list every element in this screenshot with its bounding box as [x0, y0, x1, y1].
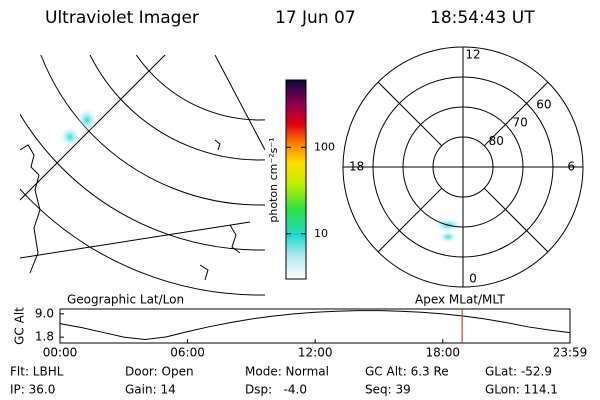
- x-tick-label: 18:00: [425, 346, 460, 360]
- coastline: [199, 139, 241, 281]
- lat-line: [135, 55, 265, 121]
- lat-line: [40, 55, 265, 206]
- lon-line: [214, 55, 265, 151]
- status-field: Gain: 14: [125, 383, 176, 397]
- x-tick-label: 23:59: [553, 346, 588, 360]
- status-field: Mode: Normal: [245, 365, 329, 379]
- ring-label: 70: [512, 116, 527, 130]
- status-field: GC Alt: 6.3 Re: [365, 365, 449, 379]
- x-tick-label: 12:00: [298, 346, 333, 360]
- lat-ring: [432, 136, 494, 198]
- colorbar-label: photon cm⁻²s⁻¹: [267, 137, 280, 222]
- y-tick-label: 9.0: [35, 306, 54, 320]
- axis-line: [377, 81, 443, 147]
- lat-line: [89, 55, 265, 161]
- status-field: Seq: 39: [365, 383, 411, 397]
- y-tick-label: 1.8: [35, 330, 54, 344]
- status-field: GLon: 114.1: [485, 383, 558, 397]
- colorbar-tick-label: 10: [314, 227, 328, 240]
- lat-ring: [402, 106, 524, 228]
- lat-ring: [372, 76, 554, 258]
- aurora: [77, 108, 97, 132]
- colorbar: [285, 79, 307, 280]
- status-field: GLat: -52.9: [485, 365, 552, 379]
- lon-line: [20, 221, 251, 259]
- date: 17 Jun 07: [275, 8, 356, 28]
- aurora: [439, 231, 457, 243]
- mlt-label: 12: [465, 48, 480, 62]
- x-tick-label: 06:00: [170, 346, 205, 360]
- polar-label: Apex MLat/MLT: [415, 293, 505, 307]
- ring-label: 80: [489, 134, 504, 148]
- map: [20, 55, 265, 296]
- coastline: [20, 144, 41, 274]
- x-tick-label: 00:00: [43, 346, 78, 360]
- axis-line: [377, 187, 443, 253]
- colorbar-tick-label: 100: [314, 140, 335, 153]
- mlt-label: 6: [567, 160, 575, 174]
- mlt-label: 0: [469, 272, 477, 286]
- polar-boundary: [342, 46, 584, 288]
- title: Ultraviolet Imager: [45, 8, 199, 28]
- map-label: Geographic Lat/Lon: [67, 293, 184, 307]
- status-field: Dsp: -4.0: [245, 383, 307, 397]
- axis-line: [483, 187, 549, 253]
- status-field: Door: Open: [125, 365, 194, 379]
- aurora: [60, 127, 80, 147]
- time: 18:54:43 UT: [430, 8, 535, 28]
- lat-line: [20, 188, 265, 296]
- ring-label: 60: [536, 97, 551, 111]
- mlt-label: 18: [349, 160, 364, 174]
- status-field: Flt: LBHL: [10, 365, 64, 379]
- altitude-line: [59, 310, 571, 340]
- lat-line: [20, 113, 265, 251]
- altitude-frame: [59, 308, 571, 344]
- altitude-ylabel: GC Alt: [13, 307, 27, 345]
- axis-line: [483, 81, 549, 147]
- polar-plot: [343, 47, 583, 287]
- status-field: IP: 36.0: [10, 383, 55, 397]
